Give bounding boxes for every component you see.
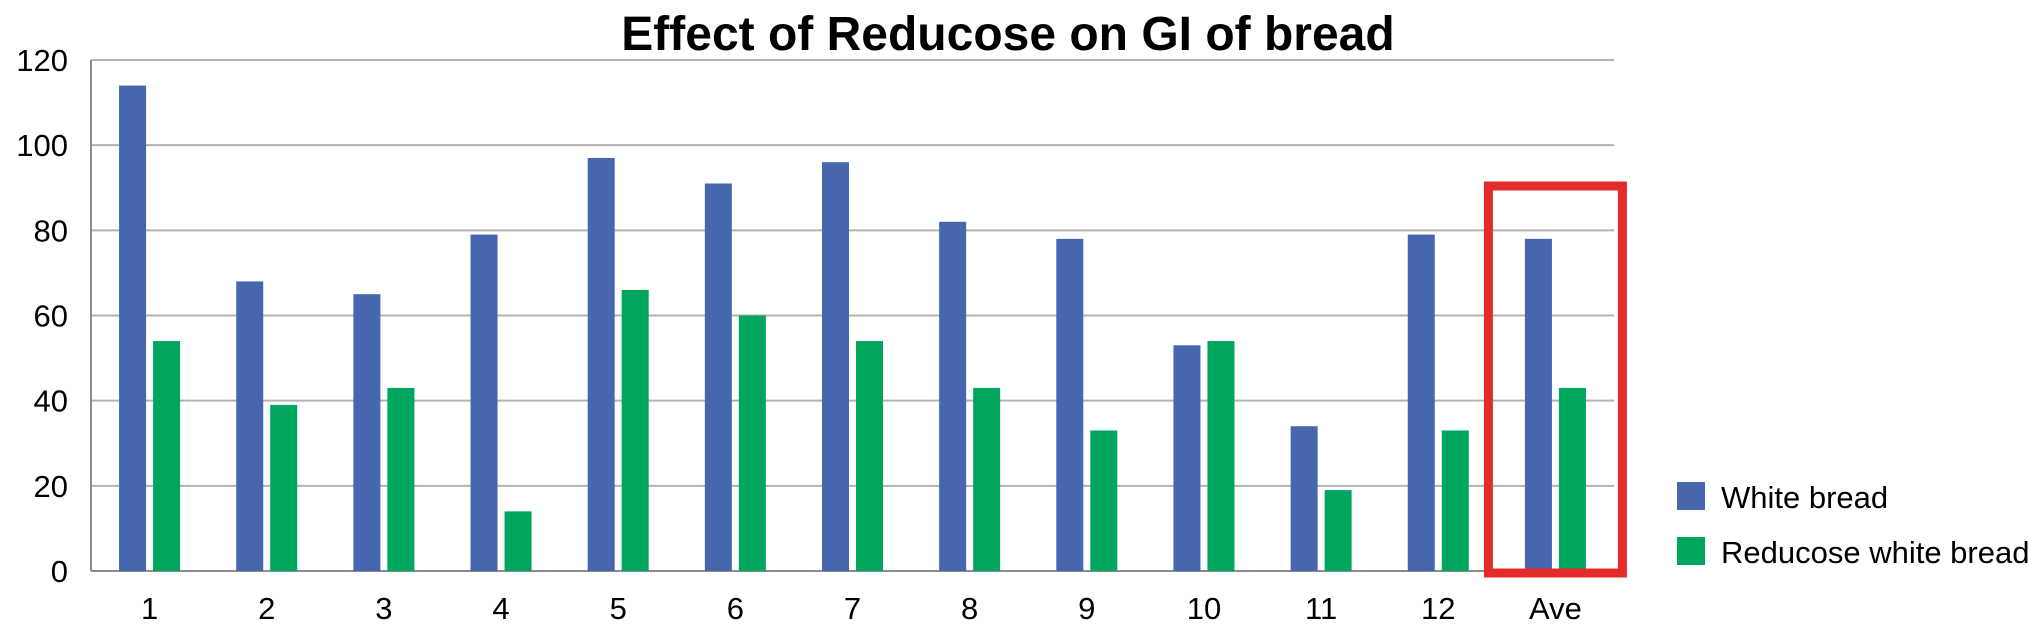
legend-swatch-reducose-white-bread xyxy=(1677,537,1705,565)
bar-reducose-white-bread xyxy=(621,289,649,571)
bar-reducose-white-bread xyxy=(1207,341,1235,571)
y-tick-label: 0 xyxy=(51,554,68,589)
bar-white-bread xyxy=(1524,238,1552,571)
legend-label-reducose-white-bread: Reducose white bread xyxy=(1721,535,2029,570)
x-tick-label: Ave xyxy=(1529,591,1582,626)
y-tick-label: 80 xyxy=(34,213,68,248)
y-tick-label: 120 xyxy=(16,43,68,78)
bar-reducose-white-bread xyxy=(504,511,532,571)
highlight-box xyxy=(1483,181,1627,578)
bar-reducose-white-bread xyxy=(1441,430,1469,571)
y-tick-label: 40 xyxy=(34,384,68,419)
x-tick-label: 8 xyxy=(961,591,978,626)
bar-white-bread xyxy=(587,157,615,572)
gridlines xyxy=(91,59,1614,487)
bars xyxy=(119,85,1586,572)
bar-reducose-white-bread xyxy=(387,387,415,571)
bar-reducose-white-bread xyxy=(856,341,883,571)
bar-reducose-white-bread xyxy=(153,341,181,571)
bar-white-bread xyxy=(822,162,849,571)
x-tick-label: 10 xyxy=(1187,591,1221,626)
x-tick-label: 12 xyxy=(1421,591,1455,626)
x-tick-label: 9 xyxy=(1078,591,1095,626)
legend-label-white-bread: White bread xyxy=(1721,480,1888,515)
y-tick-label: 60 xyxy=(34,299,68,334)
x-tick-label: 7 xyxy=(844,591,861,626)
chart-title: Effect of Reducose on GI of bread xyxy=(621,8,1394,61)
legend-swatch-white-bread xyxy=(1677,482,1705,510)
bar-white-bread xyxy=(1407,234,1435,571)
x-tick-label: 5 xyxy=(610,591,627,626)
bar-white-bread xyxy=(1173,345,1201,571)
bar-reducose-white-bread xyxy=(1090,430,1118,571)
y-axis: 0 20 40 60 80 100 120 xyxy=(16,43,1614,589)
bar-white-bread xyxy=(236,281,264,571)
bar-reducose-white-bread xyxy=(973,387,1001,571)
bar-white-bread xyxy=(704,183,732,571)
x-tick-label: 2 xyxy=(258,591,275,626)
bar-white-bread xyxy=(470,234,498,571)
y-tick-label: 100 xyxy=(16,128,68,163)
bar-white-bread xyxy=(1056,238,1084,571)
x-tick-label: 4 xyxy=(492,591,509,626)
x-tick-label: 1 xyxy=(141,591,158,626)
x-axis: 1 2 3 4 5 6 7 8 9 10 11 12 Ave xyxy=(141,591,1582,626)
bar-white-bread xyxy=(939,221,967,572)
bar-white-bread xyxy=(353,294,381,571)
y-tick-label: 20 xyxy=(34,469,68,504)
x-tick-label: 6 xyxy=(727,591,744,626)
bar-white-bread xyxy=(119,85,147,572)
bar-reducose-white-bread xyxy=(738,315,766,571)
x-tick-label: 3 xyxy=(375,591,392,626)
bar-white-bread xyxy=(1290,426,1318,571)
bar-reducose-white-bread xyxy=(270,404,298,571)
legend: White bread Reducose white bread xyxy=(1677,480,2029,570)
bar-reducose-white-bread xyxy=(1324,490,1352,571)
bar-reducose-white-bread xyxy=(1558,387,1586,571)
x-tick-label: 11 xyxy=(1305,591,1337,626)
